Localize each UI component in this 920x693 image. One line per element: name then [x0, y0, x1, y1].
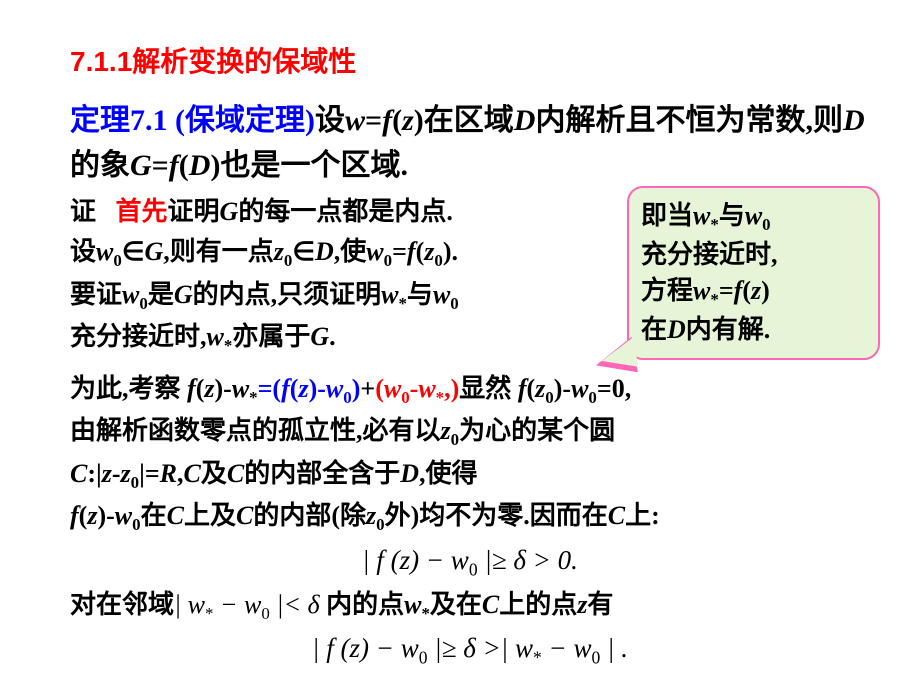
proof-line-2: 设w0∈G,则有一点z0∈D,使w0=f(z0).: [70, 232, 610, 274]
para2-line-3: C:|z-z0|=R,C及C的内部全含于D,使得: [70, 454, 870, 496]
math-inequality-2: | f (z) − w0 |≥ δ >| w* − w0 | .: [70, 628, 870, 671]
callout-box: 即当w*与w0 充分接近时, 方程w*=f(z) 在D内有解.: [627, 186, 880, 360]
para2-line-4: f(z)-w0在C上及C的内部(除z0外)均不为零.因而在C上:: [70, 496, 870, 538]
para3-line: 对在邻域| w* − w0 |< δ 内的点w*及在C上的点z有: [70, 585, 870, 627]
math-inequality-1: | f (z) − w0 |≥ δ > 0.: [70, 540, 870, 583]
proof-line-3: 要证w0是G的内点,只须证明w*与w0: [70, 275, 610, 317]
para2-line-2: 由解析函数零点的孤立性,必有以z0为心的某个圆: [70, 411, 870, 453]
slide-content: 7.1.1解析变换的保域性 定理7.1 (保域定理)设w=f(z)在区域D内解析…: [0, 0, 920, 693]
theorem-statement: 定理7.1 (保域定理)设w=f(z)在区域D内解析且不恒为常数,则D的象G=f…: [70, 98, 870, 188]
proof-line-4: 充分接近时,w*亦属于G.: [70, 317, 610, 359]
proof-line-1: 证 首先证明G的每一点都是内点.: [70, 192, 610, 231]
para2-line-1: 为此,考察 f(z)-w*=(f(z)-w0)+(w0-w*,)显然 f(z0)…: [70, 369, 870, 411]
section-title: 7.1.1解析变换的保域性: [70, 40, 870, 80]
theorem-label: 定理7.1 (保域定理): [70, 104, 315, 137]
